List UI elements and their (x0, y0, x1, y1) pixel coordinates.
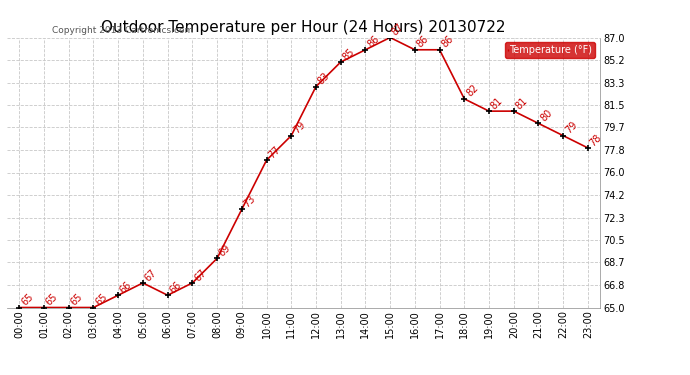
Text: Copyright 2013 Cartronics.com: Copyright 2013 Cartronics.com (52, 26, 193, 35)
Text: 79: 79 (291, 120, 307, 136)
Text: 85: 85 (341, 46, 357, 62)
Text: 86: 86 (415, 34, 431, 50)
Text: 87: 87 (390, 22, 406, 38)
Text: 77: 77 (266, 144, 282, 160)
Text: 81: 81 (489, 95, 505, 111)
Text: 65: 65 (44, 292, 60, 308)
Text: 67: 67 (193, 267, 208, 283)
Text: 66: 66 (118, 279, 134, 295)
Text: 69: 69 (217, 243, 233, 258)
Text: 83: 83 (316, 71, 332, 87)
Text: 80: 80 (538, 108, 554, 123)
Text: 66: 66 (168, 279, 184, 295)
Text: 86: 86 (440, 34, 455, 50)
Text: 82: 82 (464, 83, 480, 99)
Text: 81: 81 (514, 95, 529, 111)
Text: 67: 67 (143, 267, 159, 283)
Text: 86: 86 (366, 34, 381, 50)
Text: 79: 79 (563, 120, 579, 136)
Title: Outdoor Temperature per Hour (24 Hours) 20130722: Outdoor Temperature per Hour (24 Hours) … (101, 20, 506, 35)
Text: 73: 73 (241, 194, 257, 209)
Text: 78: 78 (588, 132, 604, 148)
Text: 65: 65 (93, 292, 109, 308)
Legend: Temperature (°F): Temperature (°F) (504, 42, 595, 58)
Text: 65: 65 (69, 292, 85, 308)
Text: 65: 65 (19, 292, 35, 308)
